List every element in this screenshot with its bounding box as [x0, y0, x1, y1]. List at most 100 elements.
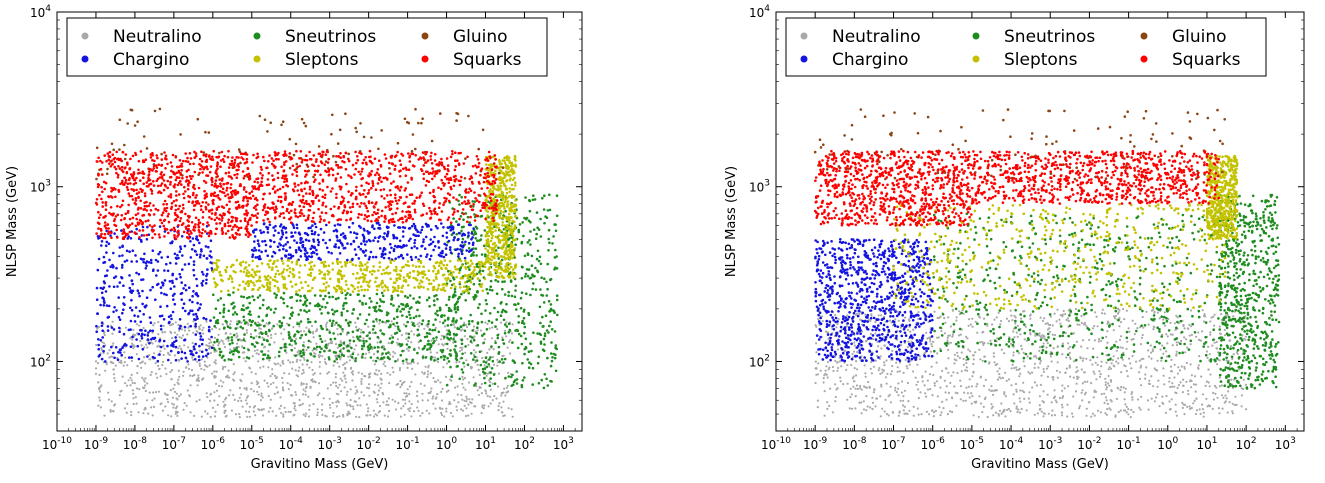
data-point — [129, 376, 132, 380]
data-point — [330, 251, 333, 255]
data-point — [467, 381, 471, 384]
data-point — [500, 205, 503, 208]
data-point — [281, 233, 285, 236]
data-point — [363, 322, 367, 326]
data-point — [215, 264, 219, 267]
data-point — [238, 412, 241, 416]
data-point — [280, 235, 284, 239]
data-point — [494, 169, 497, 173]
data-point — [337, 401, 340, 404]
data-point — [412, 276, 415, 280]
data-point — [373, 363, 376, 366]
data-point — [147, 261, 151, 264]
data-point — [420, 280, 424, 284]
data-point — [414, 147, 417, 151]
data-point — [387, 319, 390, 323]
data-point — [394, 265, 398, 269]
data-point — [412, 297, 415, 300]
data-point — [276, 391, 279, 394]
data-point — [134, 396, 137, 399]
data-point — [285, 268, 289, 272]
data-point — [248, 310, 252, 313]
data-point — [268, 321, 271, 325]
data-point — [379, 386, 382, 389]
data-point — [299, 294, 302, 298]
data-point — [380, 372, 383, 375]
data-point — [437, 239, 440, 243]
data-point — [431, 240, 435, 244]
data-point — [146, 334, 150, 337]
data-point — [127, 379, 130, 382]
data-point — [472, 282, 476, 286]
data-point — [368, 285, 371, 288]
data-point — [512, 380, 516, 384]
data-point — [333, 337, 337, 341]
data-point — [256, 288, 260, 292]
data-point — [167, 414, 170, 417]
data-point — [349, 320, 352, 324]
data-point — [310, 260, 314, 264]
data-point — [402, 362, 405, 365]
data-point — [421, 371, 424, 374]
data-point — [276, 269, 280, 273]
data-point — [202, 326, 205, 329]
data-point — [149, 288, 152, 292]
data-point — [197, 355, 201, 358]
data-point — [259, 327, 262, 330]
data-point — [289, 361, 292, 364]
data-point — [260, 392, 263, 395]
data-point — [381, 250, 385, 253]
data-point — [251, 268, 254, 271]
data-point — [498, 195, 502, 199]
data-point — [108, 349, 111, 352]
data-point — [527, 268, 531, 271]
data-point — [371, 332, 374, 335]
data-point — [511, 373, 514, 377]
data-point — [137, 168, 140, 172]
data-point — [133, 320, 137, 323]
data-point — [440, 222, 443, 225]
data-point — [195, 291, 198, 295]
data-point — [259, 229, 262, 232]
data-point — [132, 182, 136, 186]
data-point — [335, 234, 339, 238]
data-point — [183, 244, 187, 248]
data-point — [253, 283, 256, 287]
data-point — [385, 400, 389, 403]
data-point — [455, 358, 459, 362]
data-point — [268, 287, 272, 291]
data-point — [466, 277, 470, 280]
data-point — [344, 318, 348, 322]
data-point — [476, 239, 479, 242]
data-point — [403, 392, 406, 395]
data-point — [116, 285, 119, 288]
data-point — [401, 398, 405, 401]
data-point — [408, 346, 411, 349]
data-point — [193, 358, 197, 361]
data-point — [364, 273, 367, 277]
data-point — [514, 214, 517, 218]
data-point — [525, 268, 529, 271]
data-point — [362, 337, 365, 340]
data-point — [470, 238, 473, 241]
data-point — [200, 270, 204, 274]
data-point — [139, 362, 142, 365]
data-point — [506, 253, 510, 256]
data-point — [261, 396, 264, 399]
data-point — [408, 409, 411, 413]
data-point — [143, 346, 146, 349]
data-point — [295, 162, 299, 166]
data-point — [510, 245, 514, 248]
data-point — [474, 361, 477, 364]
data-point — [222, 160, 226, 163]
data-point — [311, 268, 314, 271]
data-point — [513, 158, 516, 161]
data-point — [524, 196, 527, 199]
data-point — [98, 387, 101, 390]
data-point — [283, 328, 286, 331]
data-point — [326, 372, 329, 375]
data-point — [336, 284, 339, 288]
data-point — [296, 322, 299, 326]
data-point — [202, 273, 205, 276]
data-point — [397, 255, 401, 259]
